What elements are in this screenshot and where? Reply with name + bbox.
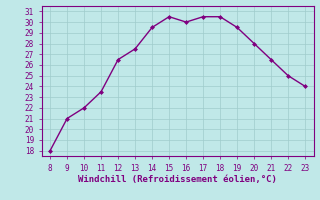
X-axis label: Windchill (Refroidissement éolien,°C): Windchill (Refroidissement éolien,°C): [78, 175, 277, 184]
